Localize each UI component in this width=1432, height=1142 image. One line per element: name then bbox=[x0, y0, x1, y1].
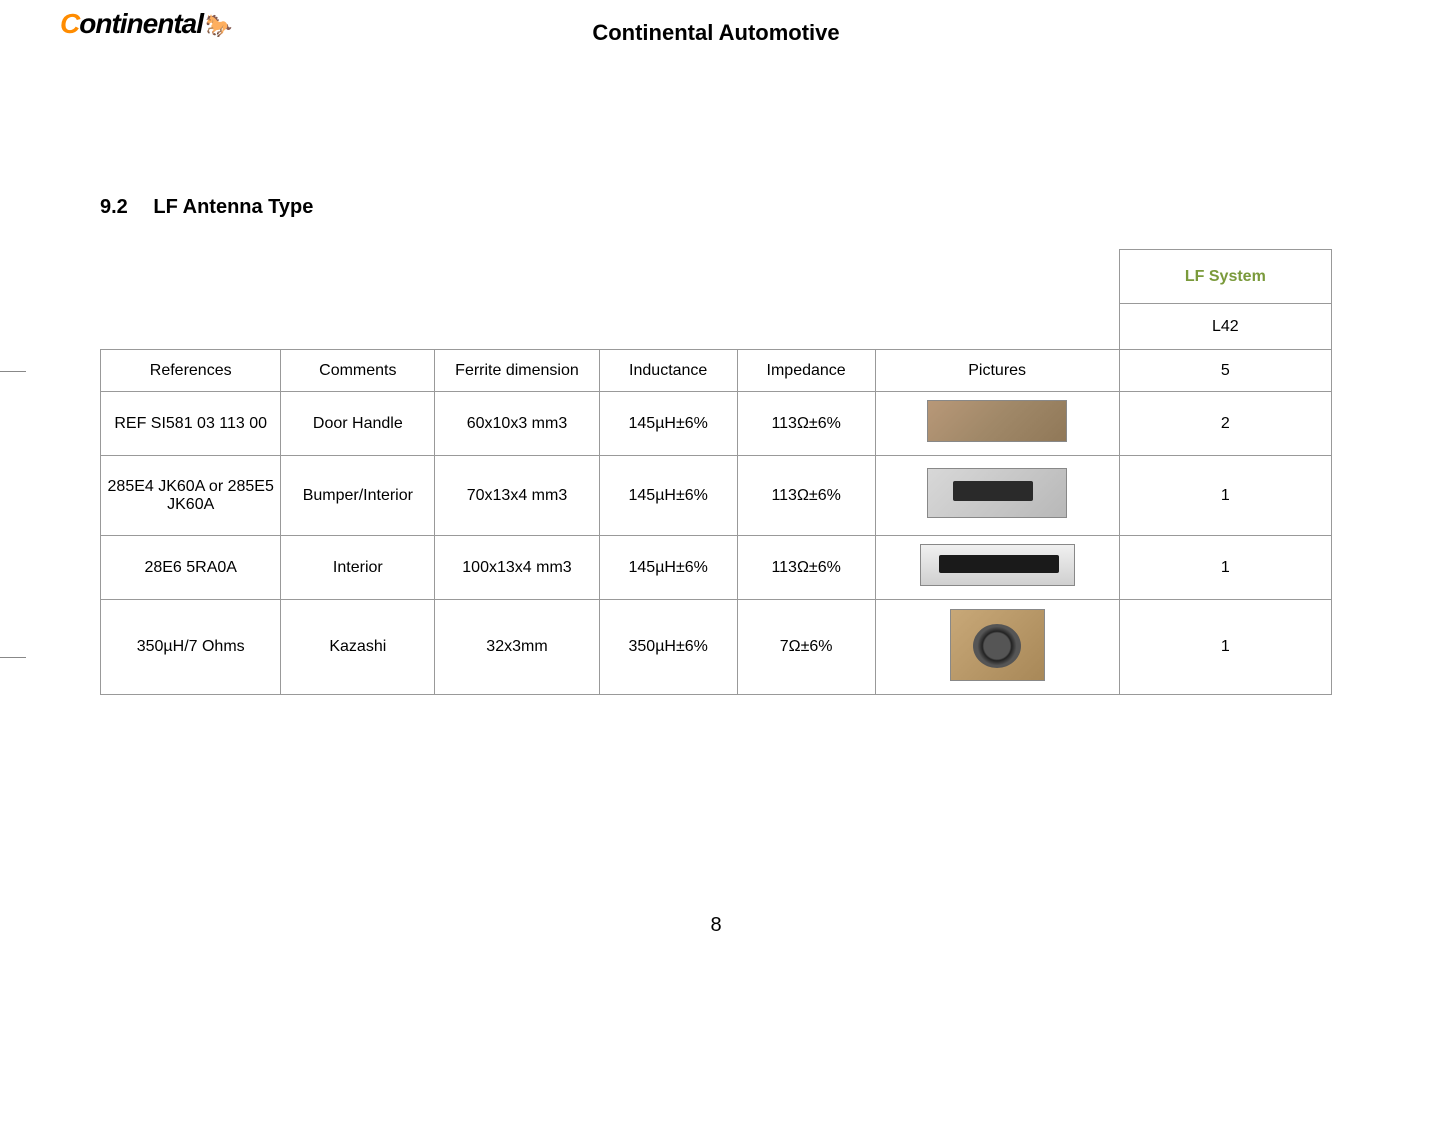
lf-system-header: LF System bbox=[1119, 250, 1331, 304]
cell-comments: Bumper/Interior bbox=[281, 456, 435, 536]
cell-ferrite: 32x3mm bbox=[435, 600, 599, 695]
logo-text: ontinental bbox=[79, 8, 203, 39]
cell-lfvalue: 2 bbox=[1119, 392, 1331, 456]
table-row-lfsystem: LF System bbox=[101, 250, 1332, 304]
table-row: 350µH/7 Ohms Kazashi 32x3mm 350µH±6% 7Ω±… bbox=[101, 600, 1332, 695]
antenna-image-icon bbox=[950, 609, 1045, 681]
section-number: 9.2 bbox=[100, 196, 128, 219]
cell-inductance: 145µH±6% bbox=[599, 392, 737, 456]
cell-inductance: 145µH±6% bbox=[599, 536, 737, 600]
table-row-headers: References Comments Ferrite dimension In… bbox=[101, 350, 1332, 392]
antenna-image-icon bbox=[920, 544, 1075, 586]
cell-inductance: 350µH±6% bbox=[599, 600, 737, 695]
cell-references: REF SI581 03 113 00 bbox=[101, 392, 281, 456]
cell-references: 28E6 5RA0A bbox=[101, 536, 281, 600]
margin-rule bbox=[0, 657, 26, 658]
col-header-lfvalue: 5 bbox=[1119, 350, 1331, 392]
cell-comments: Kazashi bbox=[281, 600, 435, 695]
cell-impedance: 113Ω±6% bbox=[737, 456, 875, 536]
table-row: 285E4 JK60A or 285E5 JK60A Bumper/Interi… bbox=[101, 456, 1332, 536]
page-content: 9.2 LF Antenna Type LF System L42 bbox=[0, 196, 1432, 695]
cell-impedance: 7Ω±6% bbox=[737, 600, 875, 695]
empty-span-cell bbox=[101, 250, 1120, 304]
cell-lfvalue: 1 bbox=[1119, 456, 1331, 536]
cell-inductance: 145µH±6% bbox=[599, 456, 737, 536]
antenna-image-icon bbox=[927, 400, 1067, 442]
cell-references: 350µH/7 Ohms bbox=[101, 600, 281, 695]
cell-picture bbox=[875, 600, 1119, 695]
section-heading: 9.2 LF Antenna Type bbox=[100, 196, 1332, 219]
antenna-table-wrap: LF System L42 References Comments Ferrit… bbox=[100, 249, 1332, 695]
col-header-pictures: Pictures bbox=[875, 350, 1119, 392]
table-row: 28E6 5RA0A Interior 100x13x4 mm3 145µH±6… bbox=[101, 536, 1332, 600]
col-header-inductance: Inductance bbox=[599, 350, 737, 392]
cell-lfvalue: 1 bbox=[1119, 600, 1331, 695]
cell-comments: Interior bbox=[281, 536, 435, 600]
cell-comments: Door Handle bbox=[281, 392, 435, 456]
table-row: REF SI581 03 113 00 Door Handle 60x10x3 … bbox=[101, 392, 1332, 456]
margin-rule bbox=[0, 371, 26, 372]
logo-letter-c: C bbox=[60, 8, 79, 39]
page-number: 8 bbox=[0, 914, 1432, 937]
col-header-references: References bbox=[101, 350, 281, 392]
col-header-comments: Comments bbox=[281, 350, 435, 392]
cell-impedance: 113Ω±6% bbox=[737, 536, 875, 600]
section-title: LF Antenna Type bbox=[153, 196, 313, 218]
col-header-impedance: Impedance bbox=[737, 350, 875, 392]
horse-icon: 🐎 bbox=[205, 13, 231, 39]
antenna-table: LF System L42 References Comments Ferrit… bbox=[100, 249, 1332, 695]
cell-picture bbox=[875, 536, 1119, 600]
cell-ferrite: 100x13x4 mm3 bbox=[435, 536, 599, 600]
cell-ferrite: 70x13x4 mm3 bbox=[435, 456, 599, 536]
cell-lfvalue: 1 bbox=[1119, 536, 1331, 600]
cell-picture bbox=[875, 456, 1119, 536]
continental-logo: Continental🐎 bbox=[60, 8, 231, 40]
l42-header: L42 bbox=[1119, 304, 1331, 350]
empty-span-cell bbox=[101, 304, 1120, 350]
cell-impedance: 113Ω±6% bbox=[737, 392, 875, 456]
table-row-l42: L42 bbox=[101, 304, 1332, 350]
page-header: Continental🐎 Continental Automotive bbox=[0, 0, 1432, 46]
cell-references: 285E4 JK60A or 285E5 JK60A bbox=[101, 456, 281, 536]
cell-ferrite: 60x10x3 mm3 bbox=[435, 392, 599, 456]
antenna-image-icon bbox=[927, 468, 1067, 518]
col-header-ferrite: Ferrite dimension bbox=[435, 350, 599, 392]
cell-picture bbox=[875, 392, 1119, 456]
